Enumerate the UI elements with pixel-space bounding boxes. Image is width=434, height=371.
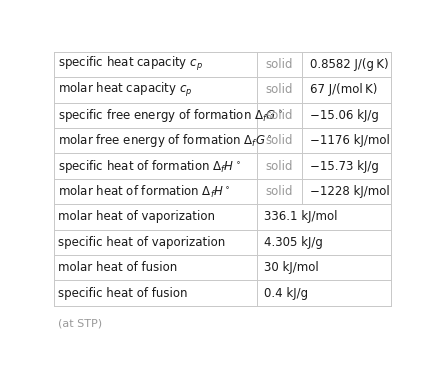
Text: molar heat of formation $\Delta_f H^\circ$: molar heat of formation $\Delta_f H^\cir… <box>58 183 230 200</box>
Text: specific heat of fusion: specific heat of fusion <box>58 287 187 300</box>
Text: specific heat capacity $c_p$: specific heat capacity $c_p$ <box>58 55 203 73</box>
Text: solid: solid <box>265 160 293 173</box>
Text: −1176 kJ/mol: −1176 kJ/mol <box>309 134 388 147</box>
Text: −15.06 kJ/g: −15.06 kJ/g <box>309 109 378 122</box>
Text: specific free energy of formation $\Delta_f G^\circ$: specific free energy of formation $\Delt… <box>58 107 283 124</box>
Text: molar heat of fusion: molar heat of fusion <box>58 261 177 274</box>
Text: −15.73 kJ/g: −15.73 kJ/g <box>309 160 378 173</box>
Text: specific heat of formation $\Delta_f H^\circ$: specific heat of formation $\Delta_f H^\… <box>58 158 241 175</box>
Text: solid: solid <box>265 83 293 96</box>
Text: −1228 kJ/mol: −1228 kJ/mol <box>309 185 388 198</box>
Text: molar heat of vaporization: molar heat of vaporization <box>58 210 215 223</box>
Text: solid: solid <box>265 109 293 122</box>
Text: molar heat capacity $c_p$: molar heat capacity $c_p$ <box>58 81 193 99</box>
Text: 0.4 kJ/g: 0.4 kJ/g <box>263 287 307 300</box>
Text: 4.305 kJ/g: 4.305 kJ/g <box>263 236 322 249</box>
Text: 30 kJ/mol: 30 kJ/mol <box>263 261 318 274</box>
Text: solid: solid <box>265 185 293 198</box>
Text: solid: solid <box>265 134 293 147</box>
Text: molar free energy of formation $\Delta_f G^\circ$: molar free energy of formation $\Delta_f… <box>58 132 273 149</box>
Text: 0.8582 J/(g K): 0.8582 J/(g K) <box>309 58 387 71</box>
Text: specific heat of vaporization: specific heat of vaporization <box>58 236 225 249</box>
Text: 336.1 kJ/mol: 336.1 kJ/mol <box>263 210 337 223</box>
Text: solid: solid <box>265 58 293 71</box>
Text: (at STP): (at STP) <box>58 318 102 328</box>
Text: 67 J/(mol K): 67 J/(mol K) <box>309 83 376 96</box>
